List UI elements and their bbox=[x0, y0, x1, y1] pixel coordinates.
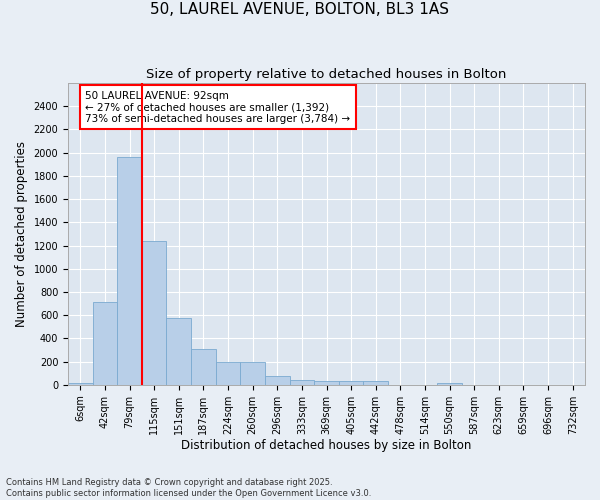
Bar bbox=[68, 383, 92, 385]
Text: Contains HM Land Registry data © Crown copyright and database right 2025.
Contai: Contains HM Land Registry data © Crown c… bbox=[6, 478, 371, 498]
Bar bbox=[364, 382, 388, 385]
Text: 50, LAUREL AVENUE, BOLTON, BL3 1AS: 50, LAUREL AVENUE, BOLTON, BL3 1AS bbox=[151, 2, 449, 18]
Bar bbox=[166, 318, 191, 385]
Bar bbox=[437, 382, 462, 385]
Bar bbox=[265, 376, 290, 385]
Bar bbox=[92, 302, 117, 385]
Bar bbox=[191, 350, 216, 385]
Title: Size of property relative to detached houses in Bolton: Size of property relative to detached ho… bbox=[146, 68, 507, 80]
Bar bbox=[216, 362, 241, 385]
Bar bbox=[314, 381, 339, 385]
Text: 50 LAUREL AVENUE: 92sqm
← 27% of detached houses are smaller (1,392)
73% of semi: 50 LAUREL AVENUE: 92sqm ← 27% of detache… bbox=[85, 90, 350, 124]
Bar bbox=[142, 242, 166, 385]
Y-axis label: Number of detached properties: Number of detached properties bbox=[15, 141, 28, 327]
Bar bbox=[117, 158, 142, 385]
Bar bbox=[290, 380, 314, 385]
X-axis label: Distribution of detached houses by size in Bolton: Distribution of detached houses by size … bbox=[181, 440, 472, 452]
Bar bbox=[241, 362, 265, 385]
Bar bbox=[339, 381, 364, 385]
